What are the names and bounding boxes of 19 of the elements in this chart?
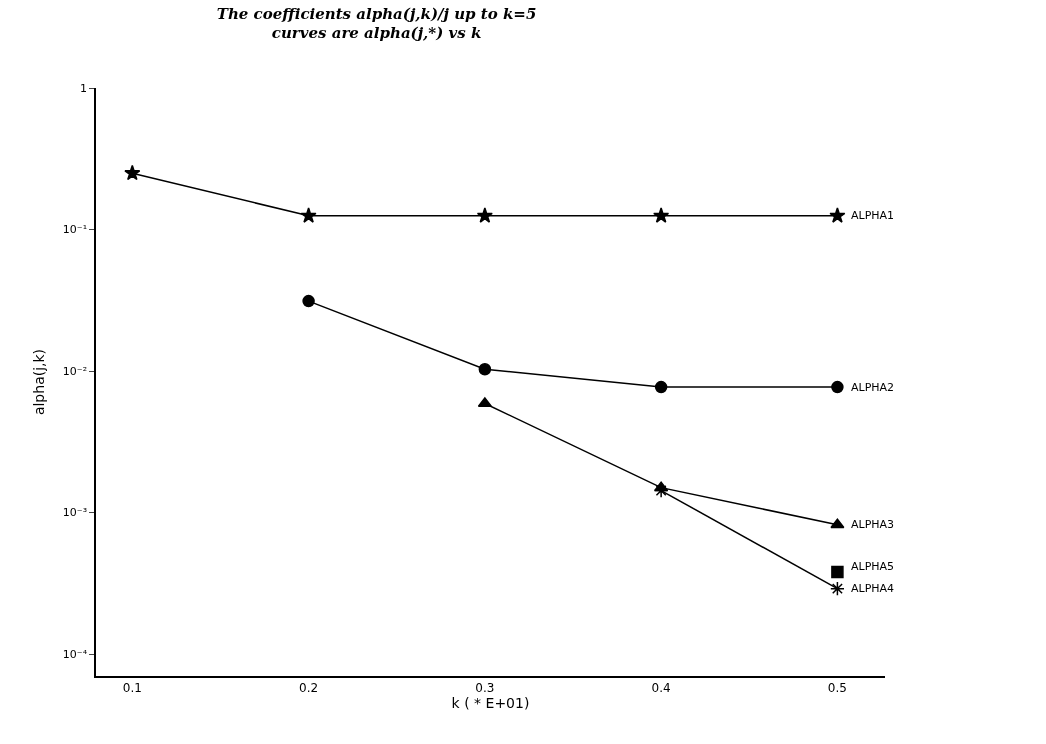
y-axis-title: alpha(j,k) xyxy=(30,348,47,416)
y-tick-label: 10⁻⁴ xyxy=(62,647,88,661)
y-tick-label: 10⁻³ xyxy=(62,506,88,520)
x-tick-label: 0.2 xyxy=(299,681,319,696)
y-tick-label: 1 xyxy=(80,81,88,95)
chart-subtitle: curves are alpha(j,*) vs k xyxy=(271,24,482,43)
x-axis-title: k ( * E+01) xyxy=(451,695,530,712)
series-label: ALPHA2 xyxy=(851,381,895,394)
series-label: ALPHA3 xyxy=(851,518,895,531)
series-label: ALPHA5 xyxy=(851,560,895,573)
chart-title: The coefficients alpha(j,k)/j up to k=5 xyxy=(216,4,537,23)
x-tick-label: 0.5 xyxy=(827,681,847,696)
series-label: ALPHA4 xyxy=(851,582,895,595)
series-label: ALPHA1 xyxy=(851,209,895,222)
y-tick-label: 10⁻¹ xyxy=(62,223,88,237)
y-tick-label: 10⁻² xyxy=(62,364,88,378)
x-tick-label: 0.4 xyxy=(651,681,671,696)
x-tick-label: 0.1 xyxy=(122,681,142,696)
x-tick-label: 0.3 xyxy=(475,681,495,696)
